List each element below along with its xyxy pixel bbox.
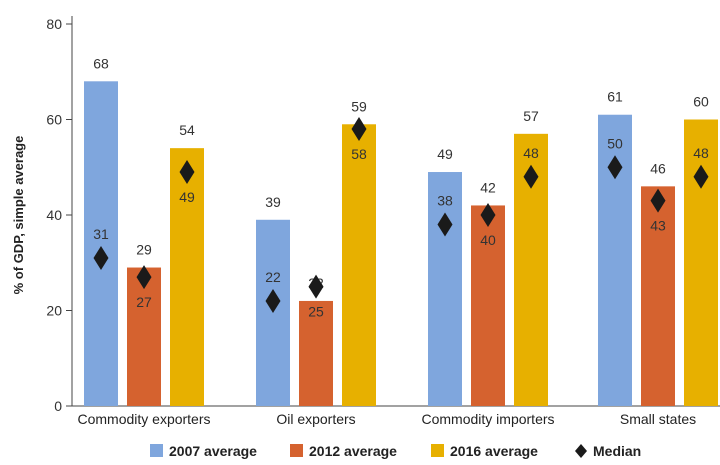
median-marker	[93, 245, 109, 270]
y-tick-label: 0	[54, 398, 62, 414]
y-axis-title: % of GDP, simple average	[11, 136, 26, 295]
bar-value-label: 60	[693, 94, 709, 110]
y-tick-label: 60	[46, 112, 62, 128]
median-value-label: 43	[650, 218, 666, 234]
median-value-label: 48	[523, 145, 539, 161]
median-value-label: 58	[351, 146, 367, 162]
median-value-label: 22	[265, 269, 281, 285]
bar-value-label: 57	[523, 108, 539, 124]
bar	[342, 124, 376, 407]
legend-swatch	[150, 444, 163, 457]
y-tick-label: 40	[46, 207, 62, 223]
category-label: Commodity importers	[421, 411, 554, 427]
median-value-label: 49	[179, 189, 195, 205]
y-tick-label: 80	[46, 16, 62, 32]
bar-value-label: 59	[351, 98, 367, 114]
median-marker	[480, 203, 496, 227]
median-marker	[693, 164, 709, 189]
y-tick-label: 20	[46, 303, 62, 319]
median-marker	[437, 212, 453, 237]
bar-value-label: 49	[437, 146, 453, 162]
median-value-label: 31	[93, 226, 109, 242]
median-value-label: 25	[308, 304, 324, 320]
legend-label: 2007 average	[169, 443, 257, 459]
bar-value-label: 68	[93, 55, 109, 71]
legend-label: 2016 average	[450, 443, 538, 459]
bar-value-label: 61	[607, 89, 623, 105]
median-marker	[308, 274, 324, 299]
bar	[299, 300, 333, 406]
bar	[684, 119, 718, 406]
bar-value-label: 39	[265, 194, 281, 210]
median-value-label: 40	[480, 232, 496, 248]
median-marker	[265, 288, 281, 313]
median-marker	[179, 160, 195, 185]
bar	[127, 267, 161, 406]
legend-median-marker	[575, 444, 587, 458]
bar-value-label: 42	[480, 179, 496, 195]
legend-swatch	[290, 444, 303, 457]
median-marker	[523, 164, 539, 189]
category-label: Oil exporters	[276, 411, 355, 427]
bar-value-label: 46	[650, 160, 666, 176]
bar	[471, 205, 505, 406]
bar	[641, 186, 675, 406]
bar	[84, 81, 118, 407]
median-value-label: 50	[607, 135, 623, 151]
bar-value-label: 29	[136, 242, 152, 258]
category-label: Commodity exporters	[77, 411, 210, 427]
legend-label: Median	[593, 443, 641, 459]
bar	[428, 172, 462, 406]
legend-label: 2012 average	[309, 443, 397, 459]
median-value-label: 27	[136, 294, 152, 310]
median-marker	[607, 155, 623, 180]
legend-swatch	[431, 444, 444, 457]
median-marker	[650, 188, 666, 213]
median-value-label: 48	[693, 145, 709, 161]
median-marker	[351, 117, 367, 142]
category-label: Small states	[620, 411, 696, 427]
bar-value-label: 54	[179, 122, 195, 138]
bar	[170, 148, 204, 406]
median-marker	[136, 265, 152, 290]
median-value-label: 38	[437, 193, 453, 209]
